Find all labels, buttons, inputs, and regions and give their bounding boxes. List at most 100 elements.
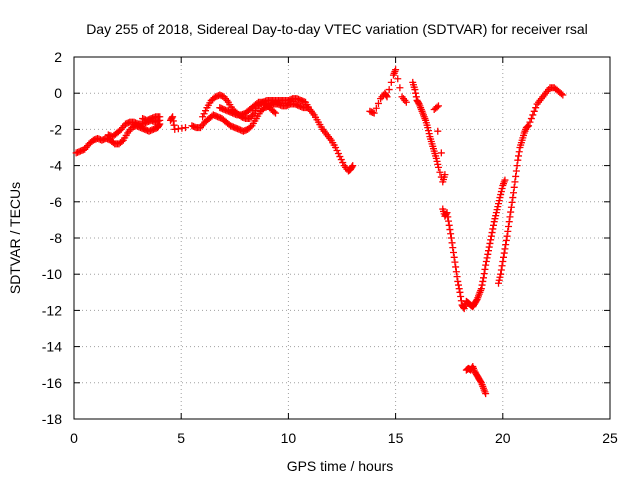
data-point [497,270,505,278]
data-point [247,123,255,131]
data-point [472,297,480,305]
data-point [495,276,503,284]
data-point [433,157,441,165]
x-tick-label: 25 [602,430,618,446]
data-point [490,218,498,226]
data-point [497,188,505,196]
data-point [485,243,493,251]
data-point [484,250,492,258]
data-point [334,150,342,158]
data-point [495,279,503,287]
data-point [332,144,340,151]
data-point [456,288,464,296]
chart-title: Day 255 of 2018, Sidereal Day-to-day VTE… [86,21,588,37]
series-mid-a [188,100,312,135]
data-point [444,213,452,221]
data-point [383,93,391,101]
data-point [503,232,511,240]
data-point [437,149,445,157]
data-point [385,86,393,94]
y-tick-label: -16 [42,375,62,391]
data-point [453,273,461,281]
data-point [451,258,459,266]
data-point [370,109,378,117]
data-point [348,163,356,171]
data-point [477,285,485,293]
data-point [498,185,506,193]
y-tick-label: -6 [50,194,63,210]
x-tick-label: 5 [177,430,185,446]
y-tick-label: -4 [50,158,63,174]
series-isolated-1 [166,113,189,133]
data-point [485,247,493,255]
data-point [481,265,489,273]
data-point [479,277,487,285]
data-point [508,198,516,206]
data-point [505,223,513,231]
data-point [396,84,404,92]
y-tick-label: -10 [42,266,62,282]
data-point [501,176,509,184]
data-point [509,194,517,202]
data-point [424,124,432,132]
data-point [492,212,500,220]
data-point [339,159,347,167]
data-point [504,227,512,235]
data-point [372,104,380,112]
data-point [412,89,420,97]
data-point [457,293,465,301]
data-point [486,239,494,247]
data-point [507,203,515,211]
data-point [492,209,500,217]
data-point [511,178,519,186]
data-point [155,121,163,129]
data-point [497,266,505,274]
data-point [530,107,538,115]
y-tick-label: -14 [42,339,62,355]
data-point [445,221,453,229]
data-point [444,217,452,225]
data-point [199,113,207,121]
y-tick-label: -2 [50,121,63,137]
y-ticks: 2 0 -2 -4 -6 -8 -10 -12 -14 -16 -18 [42,49,610,427]
data-point [480,274,488,282]
y-tick-label: -8 [50,230,63,246]
y-tick-label: -12 [42,302,62,318]
data-point [387,78,395,86]
data-point [434,102,442,110]
data-point [507,208,515,216]
data-point [510,189,518,197]
data-point [402,98,410,106]
data-point [501,245,509,253]
data-point [118,137,126,145]
data-point [487,236,495,244]
data-point [452,263,460,271]
data-point [493,206,501,214]
data-point [559,91,567,99]
series-low-cluster [462,363,490,398]
data-point [525,122,533,130]
data-point [515,148,523,156]
data-point [434,160,442,168]
data-point [169,113,177,121]
data-point [181,124,189,132]
data-point [506,213,514,221]
y-tick-label: 0 [54,85,62,101]
data-point [412,93,420,101]
data-point [448,239,456,247]
data-point [433,103,441,111]
data-point [480,270,488,278]
data-point [168,114,176,122]
data-point [483,254,491,262]
data-point [434,163,442,171]
data-point [515,152,523,160]
data-point [502,236,510,244]
data-point [477,378,485,386]
data-point [441,171,449,179]
data-point [495,197,503,205]
data-point [496,273,504,281]
data-point [529,111,537,119]
data-point [488,229,496,237]
data-point [459,303,467,311]
data-point [447,230,455,238]
